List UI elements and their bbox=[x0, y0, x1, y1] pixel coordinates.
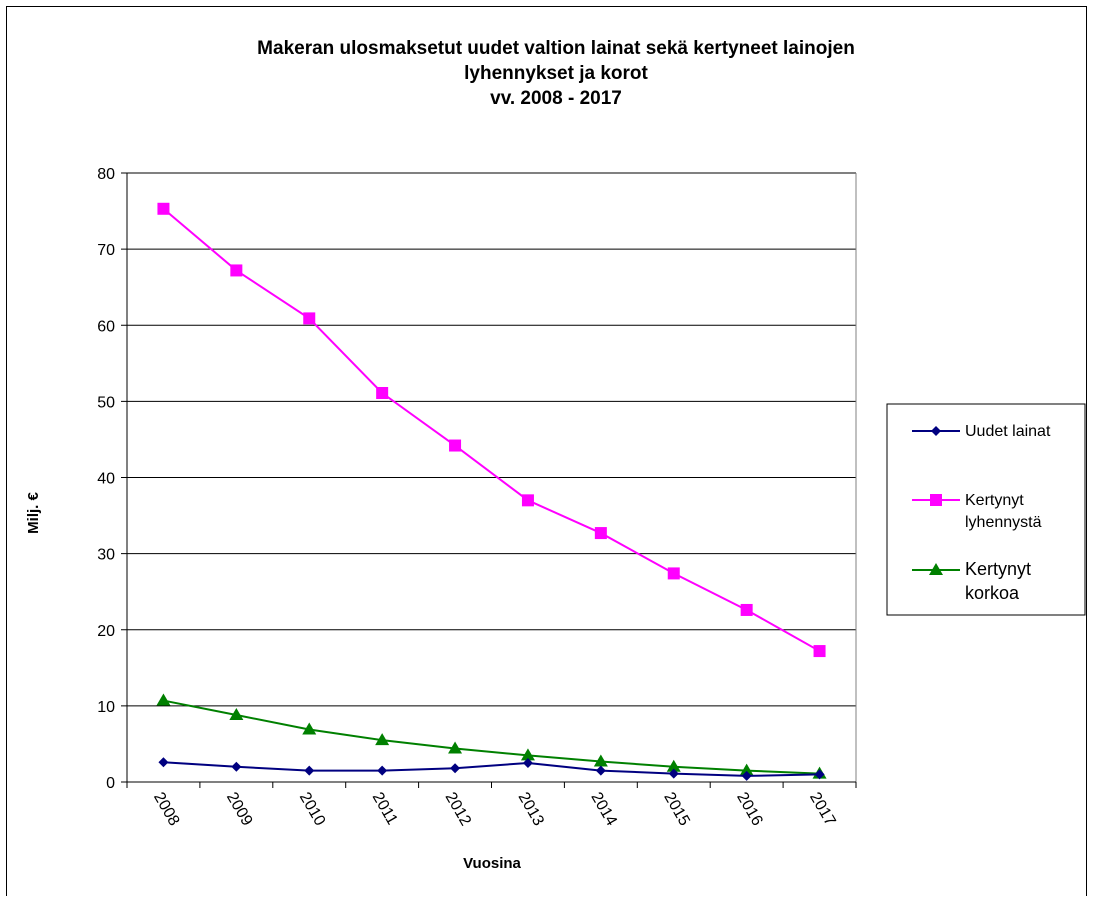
data-point-kertynyt-lyhennyst- bbox=[813, 645, 826, 658]
x-tick-label: 2017 bbox=[806, 790, 839, 829]
x-tick-label: 2015 bbox=[660, 790, 693, 829]
y-tick-label: 80 bbox=[97, 166, 115, 183]
chart-title-line-2: lyhennykset ja korot bbox=[464, 63, 648, 84]
x-tick-label: 2009 bbox=[223, 790, 256, 829]
data-point-kertynyt-lyhennyst- bbox=[230, 264, 243, 277]
y-tick-label: 40 bbox=[97, 471, 115, 488]
data-point-uudet-lainat bbox=[377, 765, 388, 776]
data-point-uudet-lainat bbox=[231, 761, 242, 772]
data-point-kertynyt-korkoa bbox=[666, 759, 681, 772]
y-tick-label: 50 bbox=[97, 394, 115, 411]
legend-label: lyhennystä bbox=[965, 514, 1042, 531]
legend-label: Uudet lainat bbox=[965, 423, 1051, 440]
chart-title-line-1: Makeran ulosmaksetut uudet valtion laina… bbox=[257, 38, 855, 59]
y-tick-labels: 0 10 20 30 40 50 60 70 80 bbox=[97, 166, 115, 792]
data-point-uudet-lainat bbox=[304, 765, 315, 776]
legend-label: Kertynyt bbox=[965, 492, 1024, 509]
x-axis-label: Vuosina bbox=[463, 855, 521, 872]
legend-item-uudet-lainat: Uudet lainat bbox=[912, 423, 1051, 440]
chart-title-line-3: vv. 2008 - 2017 bbox=[490, 88, 622, 109]
data-point-kertynyt-korkoa bbox=[302, 722, 317, 735]
data-point-uudet-lainat bbox=[522, 757, 533, 768]
data-point-kertynyt-lyhennyst- bbox=[521, 494, 534, 507]
gridlines bbox=[127, 172, 856, 707]
data-point-kertynyt-lyhennyst- bbox=[740, 603, 753, 616]
legend-item-kertynyt-lyhennyst-: Kertynyt lyhennystä bbox=[912, 492, 1042, 531]
data-point-kertynyt-lyhennyst- bbox=[667, 567, 680, 580]
x-tick-label: 2016 bbox=[733, 790, 766, 829]
legend: Uudet lainat Kertynyt lyhennystä Kertynyt ko… bbox=[886, 403, 1086, 616]
data-point-uudet-lainat bbox=[668, 768, 679, 779]
data-point-uudet-lainat bbox=[158, 757, 169, 768]
data-point-uudet-lainat bbox=[595, 765, 606, 776]
y-tick-label: 60 bbox=[97, 318, 115, 335]
data-point-kertynyt-korkoa bbox=[375, 733, 390, 746]
series-lines bbox=[156, 202, 827, 781]
chart-title: Makeran ulosmaksetut uudet valtion laina… bbox=[257, 38, 855, 109]
x-tick-labels: 2008 2009 2010 2011 2012 2013 2014 2015 2016 2017 bbox=[150, 790, 839, 829]
legend-label: korkoa bbox=[965, 583, 1020, 603]
x-tick-label: 2010 bbox=[296, 790, 329, 829]
x-tick-label: 2013 bbox=[514, 790, 547, 829]
series-line-kertynyt-lyhennyst- bbox=[162, 208, 821, 652]
x-tick-label: 2011 bbox=[369, 790, 401, 828]
data-point-uudet-lainat bbox=[741, 770, 752, 781]
legend-item-kertynyt-korkoa: Kertynyt korkoa bbox=[912, 559, 1031, 603]
series-uudet-lainat bbox=[158, 757, 825, 781]
data-point-kertynyt-lyhennyst- bbox=[449, 439, 462, 452]
legend-marker-diamond bbox=[931, 426, 941, 436]
y-tick-label: 0 bbox=[106, 775, 115, 792]
legend-label: Kertynyt bbox=[965, 559, 1031, 579]
data-point-kertynyt-lyhennyst- bbox=[157, 202, 170, 215]
series-kertynyt-lyhennyst- bbox=[157, 202, 826, 658]
series-line-uudet-lainat bbox=[163, 761, 820, 777]
y-tick-label: 70 bbox=[97, 242, 115, 259]
y-tick-label: 20 bbox=[97, 623, 115, 640]
data-point-kertynyt-korkoa bbox=[520, 748, 535, 761]
y-axis-label: Milj. € bbox=[25, 492, 42, 534]
x-tick-label: 2014 bbox=[587, 790, 620, 829]
legend-marker-square bbox=[930, 494, 942, 506]
legend-box bbox=[886, 403, 1086, 616]
data-point-kertynyt-korkoa bbox=[229, 708, 244, 721]
data-point-uudet-lainat bbox=[450, 763, 461, 774]
y-tick-label: 30 bbox=[97, 547, 115, 564]
data-point-uudet-lainat bbox=[814, 769, 825, 780]
axes bbox=[121, 172, 857, 788]
data-point-kertynyt-lyhennyst- bbox=[376, 387, 389, 400]
series-line-kertynyt-korkoa bbox=[163, 699, 820, 775]
data-point-kertynyt-korkoa bbox=[156, 693, 171, 706]
data-point-kertynyt-korkoa bbox=[593, 754, 608, 767]
data-point-kertynyt-lyhennyst- bbox=[303, 312, 316, 325]
data-point-kertynyt-korkoa bbox=[739, 763, 754, 776]
x-tick-label: 2012 bbox=[442, 790, 475, 829]
data-point-kertynyt-lyhennyst- bbox=[594, 527, 607, 540]
x-tick-label: 2008 bbox=[150, 790, 183, 829]
legend-marker-triangle bbox=[929, 563, 943, 575]
data-point-kertynyt-korkoa bbox=[448, 741, 463, 754]
y-tick-label: 10 bbox=[97, 699, 115, 716]
